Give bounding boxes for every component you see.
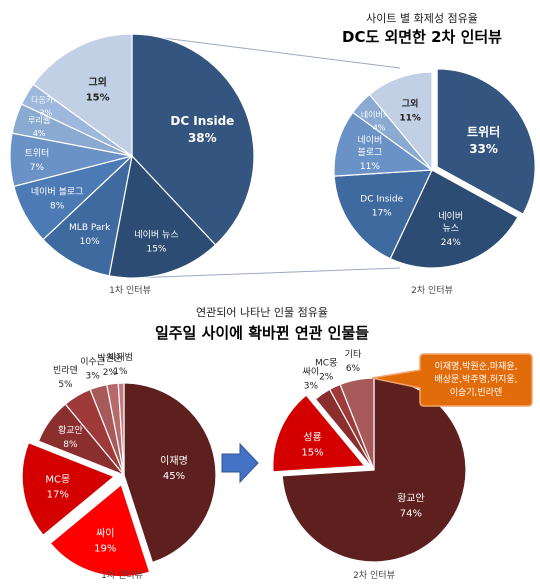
pie-slice	[123, 382, 217, 564]
connector-line-top	[131, 33, 401, 69]
slice-value: 15%	[86, 93, 110, 104]
slice-label: 네이버카페	[361, 110, 398, 120]
slice-value: 8%	[50, 201, 65, 211]
slice-value: 8%	[63, 440, 78, 450]
pie-slice	[333, 111, 434, 177]
slice-label: 루리웹	[28, 116, 50, 125]
slice-value: 2%	[319, 373, 334, 383]
pie-slice	[436, 68, 536, 215]
pie-slice	[21, 441, 116, 537]
slice-label: MC몽	[315, 358, 337, 369]
slice-value: 11%	[399, 113, 421, 123]
slice-value: 24%	[441, 238, 461, 248]
slice-label: 박원순	[98, 353, 123, 364]
slice-label: 싸이	[303, 366, 320, 377]
slice-label: MC몽	[45, 473, 70, 485]
section2-title: 일주일 사이에 확바뀐 연관 인물들	[155, 324, 369, 342]
pie-chart-second-people: 황교안 74% 성룡 15% 싸이 3% MC몽 2% 기타 6%	[272, 349, 467, 563]
section1-subtitle: 사이트 별 화제성 점유율	[366, 12, 478, 25]
slice-label: MLB Park	[69, 223, 111, 233]
slice-label: DC Inside	[170, 114, 234, 128]
right-arrow-icon	[221, 442, 259, 484]
slice-value: 19%	[94, 543, 116, 554]
slice-label: 그외	[402, 97, 419, 109]
slice-label: 이재명	[160, 455, 188, 467]
pie-slice	[131, 33, 255, 246]
slice-label: 성룡	[303, 431, 321, 443]
slice-label: 황교안	[58, 425, 83, 436]
slice-label: 뉴스	[442, 223, 459, 234]
slice-label: 트위터	[467, 124, 500, 139]
pie-slice	[333, 169, 433, 260]
slice-value: 4%	[33, 129, 46, 138]
slice-value: 17%	[372, 208, 392, 218]
pie3-caption: 1차 인터뷰	[101, 569, 143, 581]
slice-label: 트위터	[24, 148, 49, 159]
pie2-caption: 2차 인터뷰	[411, 284, 453, 296]
slice-value: 15%	[301, 447, 323, 458]
slice-label: 빈라덴	[53, 365, 78, 376]
slice-value: 3%	[86, 371, 101, 381]
callout-line-2: 배상문,박주명,허지웅,	[434, 374, 517, 385]
slice-value: 3%	[40, 108, 53, 117]
slice-label: 블로그	[357, 147, 382, 158]
slice-value: 7%	[30, 163, 45, 173]
slice-value: 11%	[360, 162, 380, 172]
pie1-caption: 1차 인터뷰	[109, 284, 151, 296]
pie4-caption: 2차 인터뷰	[353, 569, 395, 581]
slice-value: 10%	[80, 237, 100, 247]
slice-value: 17%	[47, 489, 69, 500]
pie-slice	[389, 169, 519, 269]
slice-label: 다음카페	[31, 94, 60, 104]
pie-chart-first-sites: DC Inside 38% 네이버 뉴스 15% MLB Park 10% 네이버 블로그 8…	[9, 33, 255, 279]
slice-label: 네이버 뉴스	[134, 230, 178, 241]
slice-label: 박재범	[108, 352, 133, 363]
slice-label: 싸이	[96, 527, 114, 539]
slice-value: 5%	[58, 380, 73, 390]
pie-slice	[49, 483, 151, 578]
slice-value: 33%	[469, 142, 498, 156]
slice-label: 황교안	[397, 493, 425, 505]
slice-value: 2%	[103, 368, 118, 378]
slice-label: 네이버 블로그	[31, 186, 84, 197]
slice-value: 38%	[188, 131, 217, 145]
callout-box: 이재명,박원순,마재윤, 배상문,박주명,허지웅, 이승기,빈라덴	[371, 353, 533, 407]
slice-label: DC Inside	[360, 194, 403, 204]
section1-title: DC도 외면한 2차 인터뷰	[342, 28, 502, 46]
section2-subtitle: 연관되어 나타난 인물 점유율	[196, 306, 328, 319]
pie-slice	[368, 71, 433, 172]
callout-line-1: 이재명,박원순,마재윤,	[434, 361, 517, 372]
slice-value: 1%	[113, 367, 128, 377]
pie-slice	[42, 154, 133, 277]
callout-line-3: 이승기,빈라덴	[450, 387, 503, 398]
slice-value: 74%	[400, 509, 422, 520]
pie-slice	[32, 33, 133, 158]
slice-value: 15%	[146, 245, 166, 255]
slice-value: 45%	[163, 471, 185, 482]
connector-line-bottom	[131, 267, 401, 279]
slice-label: 그외	[88, 77, 106, 89]
slice-value: 4%	[373, 124, 386, 133]
slice-label: 네이버	[438, 211, 463, 222]
slice-value: 3%	[304, 381, 319, 391]
slice-value: 6%	[346, 364, 361, 374]
pie-chart-first-people: 이재명 45% 싸이 19% MC몽 17% 황교안 8% 빈라덴 5% 이수근 3% 박원순 2% 박재범…	[21, 352, 217, 578]
pie-slice	[117, 382, 125, 476]
slice-label: 이수근	[80, 356, 105, 367]
slice-label: 기타	[345, 349, 362, 360]
pie-slice	[272, 394, 367, 473]
slice-label: 네이버	[357, 135, 382, 146]
pie-slice	[108, 154, 217, 279]
